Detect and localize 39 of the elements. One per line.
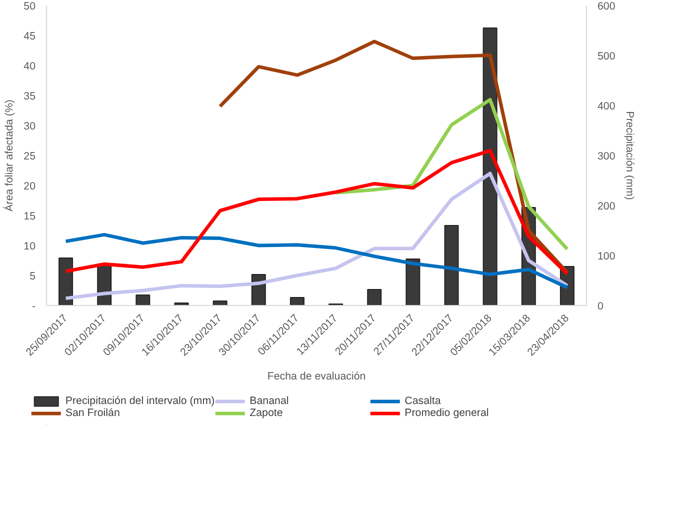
legend-label: Zapote: [250, 407, 284, 419]
y2-tick-label: 0: [598, 300, 604, 312]
y2-tick-label: 500: [598, 50, 616, 62]
legend-label: Precipitación del intervalo (mm): [65, 395, 215, 407]
y-tick-label: 5: [30, 270, 36, 282]
bar: [367, 289, 382, 306]
y-tick-label: 15: [24, 210, 36, 222]
y-tick-label: 10: [24, 240, 36, 252]
y-axis-title: Área foliar afectada (%): [2, 100, 16, 212]
bar: [212, 300, 228, 306]
line-series: [64, 232, 569, 290]
line-series: [64, 148, 569, 276]
y-tick-label: 25: [24, 150, 36, 162]
y2-tick-label: 600: [598, 0, 616, 12]
bar: [290, 297, 304, 306]
y-tick-label: 50: [24, 0, 36, 12]
y2-tick-label: 100: [598, 250, 616, 262]
y-tick-label: 40: [24, 60, 36, 72]
legend-label: San Froilán: [65, 407, 121, 419]
legend-label: Bananal: [250, 395, 290, 407]
legend-label: Casalta: [404, 395, 442, 407]
legend-label: Promedio general: [404, 407, 490, 419]
y-tick-label: -: [32, 300, 36, 312]
line-series: [334, 98, 569, 251]
y2-axis-title: Precipitación (mm): [623, 111, 636, 200]
y-tick-label: 30: [24, 120, 36, 132]
bar: [406, 258, 420, 306]
y2-tick-label: 200: [598, 200, 616, 212]
bar: [444, 225, 459, 306]
y-tick-label: 20: [24, 180, 36, 192]
y2-tick-label: 400: [598, 100, 616, 112]
bar: [58, 258, 74, 306]
bar: [136, 294, 150, 306]
y2-tick-label: 300: [598, 150, 616, 162]
line-series: [64, 172, 569, 300]
line-series: [218, 40, 569, 274]
y-tick-label: 35: [24, 90, 36, 102]
y-tick-label: 45: [24, 30, 36, 42]
x-axis-title: Fecha de evaluación: [267, 370, 366, 383]
